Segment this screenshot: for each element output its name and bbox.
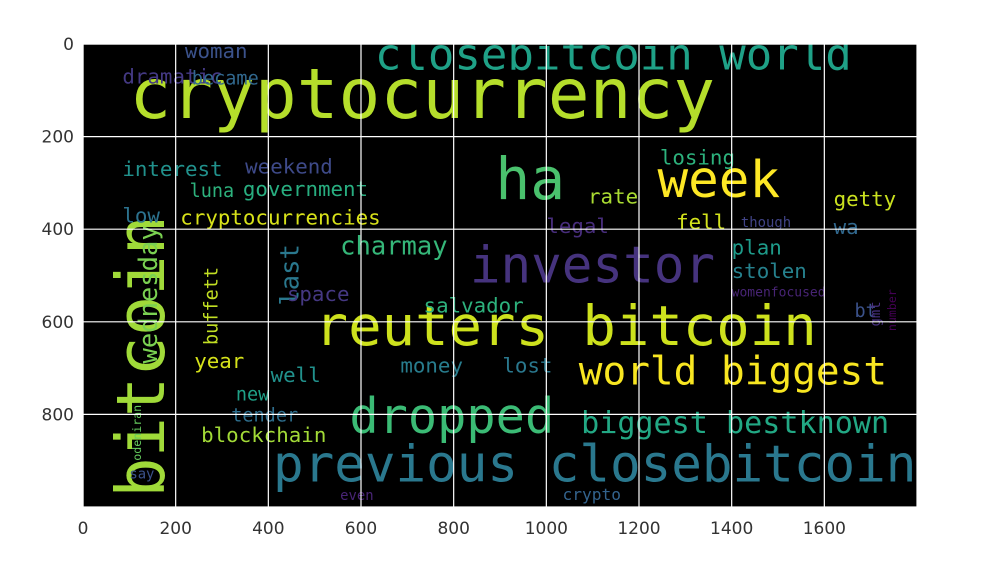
word-dropped: dropped [349,389,554,445]
word-stolen: stolen [732,259,807,283]
x-tick-label: 1000 [525,519,568,539]
x-axis-ticks: 0 200 400 600 800 1000 1200 1400 1600 [78,519,846,539]
word-last: last [275,244,305,305]
plot-border [82,43,918,508]
word-number: number [885,289,899,331]
word-rate: rate [588,185,638,209]
word-new: new [236,385,270,406]
word-interest: interest [122,157,222,181]
word-womenfocused: womenfocused [732,285,826,300]
word-blockchain: blockchain [201,423,326,447]
word-low: low [122,203,160,227]
x-tick-label: 800 [437,519,469,539]
word-crypto: crypto [563,485,621,504]
word-wa: wa [834,215,859,239]
word-space: space [287,282,350,306]
word-previous-closebitcoin: previous closebitcoin [273,436,916,495]
word-salvador: salvador [424,294,524,318]
y-tick-label: 800 [42,405,74,425]
grid-lines [82,43,918,508]
word-well: well [271,363,321,387]
word-reuters-bitcoin: reuters bitcoin [315,294,817,359]
word-money: money [400,354,463,378]
x-tick-label: 1200 [617,519,660,539]
word-lost: lost [502,354,552,378]
word-week: week [658,151,781,210]
word-investor: investor [470,236,715,295]
word-biggest-bestknown: biggest bestknown [581,406,889,441]
word-woman: woman [185,39,248,63]
word-plan: plan [732,236,782,260]
word-buffett: buffett [201,267,222,345]
word-year: year [194,349,244,373]
x-tick-label: 200 [159,519,191,539]
word-getty: getty [834,187,897,211]
word-gmt: gmt [868,301,884,326]
word-became: became [192,69,259,90]
word-cryptocurrencies: cryptocurrencies [180,206,380,230]
y-tick-label: 200 [42,128,74,148]
word-world-biggest: world biggest [579,348,887,394]
word-charmay: charmay [340,232,447,262]
y-tick-label: 0 [63,35,74,55]
word-legal: legal [546,214,609,238]
x-tick-label: 400 [252,519,284,539]
plot-background [83,44,917,507]
x-tick-label: 0 [78,519,89,539]
word-though: though [741,215,791,231]
word-fell: fell [676,210,726,234]
word-wednesday: wednesday [134,225,164,363]
word-losing: losing [660,145,735,169]
word-government: government [243,177,368,201]
x-tick-label: 600 [345,519,377,539]
word-say: say [129,466,154,482]
y-tick-label: 600 [42,313,74,333]
x-tick-label: 1600 [803,519,846,539]
word-cryptocurrency: cryptocurrency [129,54,715,135]
y-tick-label: 400 [42,220,74,240]
word-dramatic: dramatic [122,64,222,88]
word-tender: tender [231,405,298,426]
word-luna: luna [190,181,235,202]
word-ha: ha [495,145,565,213]
word-closebitcoin-world: closebitcoin world [375,29,852,80]
word-bitcoin: bitcoin [102,215,180,498]
word-weekend: weekend [245,155,333,179]
word-odeniran: odeniran [130,405,144,461]
word-bt: bt [854,301,876,322]
y-axis-ticks: 0 200 400 600 800 [42,35,74,425]
word-even: even [340,488,373,504]
x-tick-label: 1400 [710,519,753,539]
